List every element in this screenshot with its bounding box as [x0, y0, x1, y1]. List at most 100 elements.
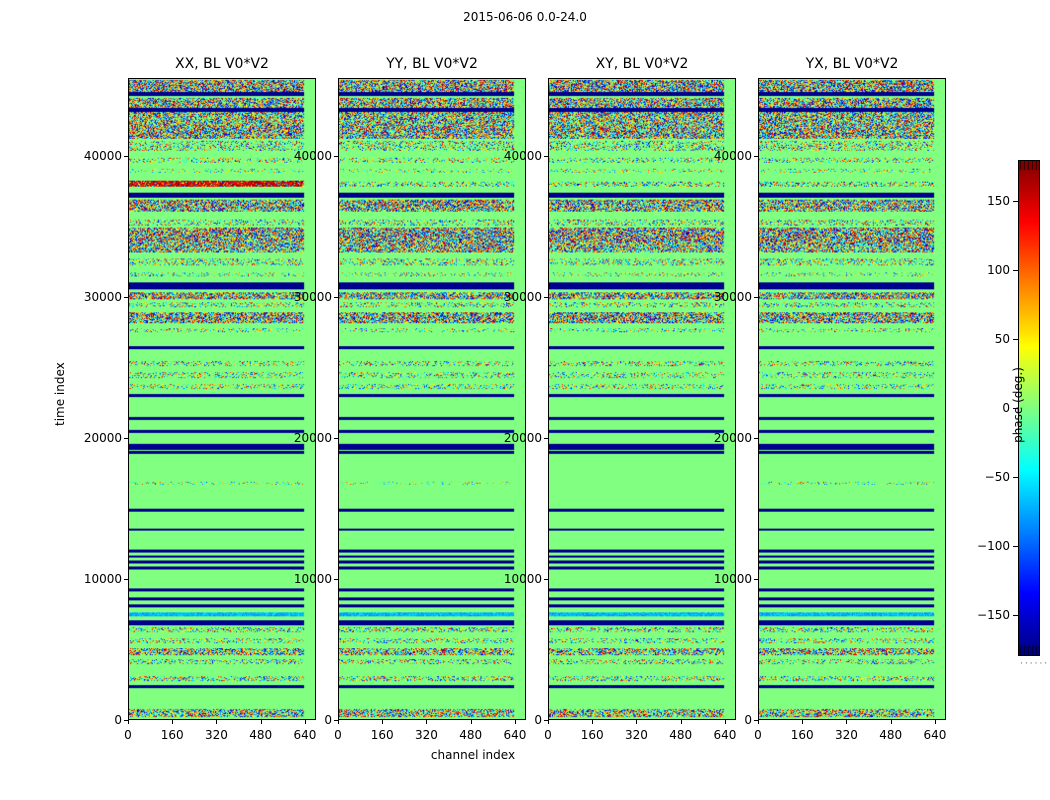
- colorbar-tick-mark: [1013, 614, 1018, 616]
- y-tick-mark: [124, 578, 128, 580]
- y-tick-label: 40000: [83, 148, 122, 163]
- x-tick-mark: [592, 720, 594, 724]
- x-tick-mark: [724, 720, 726, 724]
- x-tick-label: 480: [669, 728, 693, 742]
- y-tick-mark: [544, 437, 548, 439]
- colorbar-tick-label: −50: [984, 469, 1010, 484]
- panel-title-yx: YX, BL V0*V2: [805, 56, 899, 72]
- y-tick-label: 0: [114, 713, 122, 727]
- x-tick-label: 320: [415, 728, 438, 742]
- x-tick-label: 0: [334, 728, 342, 742]
- y-tick-mark: [124, 720, 128, 721]
- x-tick-label: 640: [713, 728, 737, 742]
- x-tick-label: 160: [370, 728, 394, 742]
- colorbar-gradient: [1019, 161, 1039, 655]
- y-tick-mark: [124, 296, 128, 298]
- y-tick-label: 0: [744, 713, 752, 727]
- colorbar-tick-label: 150: [987, 194, 1010, 209]
- x-tick-label: 160: [580, 728, 604, 742]
- x-tick-label: 320: [625, 728, 648, 742]
- y-tick-mark: [754, 437, 758, 439]
- panel-title-xy: XY, BL V0*V2: [595, 56, 689, 72]
- colorbar-tick-mark: [1013, 545, 1018, 547]
- x-tick-label: 640: [923, 728, 947, 742]
- y-tick-label: 0: [324, 713, 332, 727]
- waterfall-panel-xy[interactable]: XY, BL V0*V2: [548, 56, 736, 720]
- colorbar-tick-label: 50: [994, 332, 1010, 347]
- x-tick-label: 0: [124, 728, 132, 742]
- x-tick-label: 640: [503, 728, 527, 742]
- panel-title-yy: YY, BL V0*V2: [386, 56, 478, 72]
- x-tick-label: 480: [879, 728, 903, 742]
- y-tick-mark: [544, 720, 548, 721]
- y-tick-label: 10000: [293, 571, 332, 586]
- x-tick-mark: [304, 720, 306, 724]
- y-tick-label: 20000: [503, 430, 542, 445]
- x-axis-label: channel index: [430, 748, 516, 762]
- colorbar-tick-mark: [1013, 476, 1018, 478]
- y-tick-mark: [124, 155, 128, 157]
- y-tick-label: 10000: [713, 571, 752, 586]
- y-tick-label: 30000: [293, 289, 332, 304]
- colorbar-dots: ······: [1020, 659, 1050, 669]
- x-tick-mark: [128, 720, 129, 724]
- x-tick-mark: [470, 720, 472, 724]
- x-tick-mark: [382, 720, 384, 724]
- waterfall-panel-yy[interactable]: YY, BL V0*V2: [338, 56, 526, 720]
- waterfall-panel-xx[interactable]: XX, BL V0*V2: [128, 56, 316, 720]
- x-tick-label: 480: [459, 728, 483, 742]
- panel-axes-frame: [128, 78, 316, 720]
- x-tick-label: 320: [835, 728, 858, 742]
- y-tick-label: 20000: [713, 430, 752, 445]
- colorbar-tick-label: −150: [977, 607, 1010, 622]
- x-tick-mark: [216, 720, 218, 724]
- x-tick-mark: [934, 720, 936, 724]
- heatmap-image: [759, 79, 945, 719]
- y-tick-mark: [754, 155, 758, 157]
- waterfall-panel-yx[interactable]: YX, BL V0*V2: [758, 56, 946, 720]
- y-tick-mark: [544, 296, 548, 298]
- colorbar-tick-mark: [1013, 408, 1018, 409]
- x-tick-label: 160: [790, 728, 814, 742]
- y-tick-label: 40000: [503, 148, 542, 163]
- y-tick-mark: [334, 720, 338, 721]
- heatmap-image: [549, 79, 735, 719]
- heatmap-image: [129, 79, 315, 719]
- colorbar[interactable]: [1018, 160, 1040, 656]
- colorbar-label: phase (deg.): [1011, 367, 1025, 443]
- colorbar-tick-mark: [1013, 201, 1018, 203]
- x-tick-mark: [890, 720, 892, 724]
- x-tick-label: 0: [754, 728, 762, 742]
- y-tick-mark: [754, 720, 758, 721]
- x-tick-mark: [758, 720, 759, 724]
- x-tick-label: 320: [205, 728, 228, 742]
- colorbar-under-marker: [1019, 646, 1039, 655]
- x-tick-mark: [846, 720, 848, 724]
- colorbar-tick-label: 100: [987, 263, 1010, 278]
- x-tick-mark: [172, 720, 174, 724]
- y-tick-label: 20000: [293, 430, 332, 445]
- y-tick-label: 30000: [83, 289, 122, 304]
- y-axis-label: time index: [53, 362, 67, 426]
- panel-title-xx: XX, BL V0*V2: [175, 56, 269, 72]
- x-tick-mark: [338, 720, 339, 724]
- colorbar-tick-mark: [1013, 270, 1018, 272]
- y-tick-label: 40000: [293, 148, 332, 163]
- x-tick-label: 480: [249, 728, 273, 742]
- x-tick-label: 160: [160, 728, 184, 742]
- y-tick-mark: [754, 296, 758, 298]
- panel-axes-frame: [548, 78, 736, 720]
- y-tick-mark: [754, 578, 758, 580]
- panel-axes-frame: [758, 78, 946, 720]
- heatmap-image: [339, 79, 525, 719]
- colorbar-tick-label: 0: [1002, 401, 1010, 415]
- y-tick-mark: [334, 578, 338, 580]
- y-tick-mark: [334, 155, 338, 157]
- x-tick-mark: [636, 720, 638, 724]
- y-tick-label: 30000: [503, 289, 542, 304]
- y-tick-label: 30000: [713, 289, 752, 304]
- x-tick-label: 640: [293, 728, 317, 742]
- x-tick-mark: [802, 720, 804, 724]
- x-tick-mark: [680, 720, 682, 724]
